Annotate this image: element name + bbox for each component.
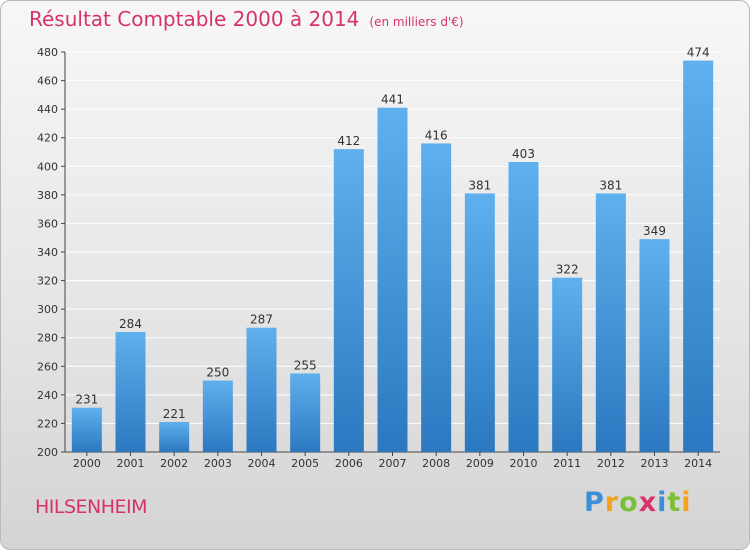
x-tick-label: 2010 <box>510 457 538 470</box>
logo-letter: x <box>638 487 658 518</box>
x-tick-label: 2012 <box>597 457 625 470</box>
bar <box>595 193 626 452</box>
x-tick-label: 2003 <box>204 457 232 470</box>
bar-value-label: 416 <box>425 128 448 142</box>
x-tick-labels: 2000 2001 2002 2003 2004 2005 2006 2007 2008 2009… <box>73 452 712 470</box>
y-tick-label: 260 <box>37 360 58 373</box>
bar <box>552 277 583 452</box>
x-tick-label: 2000 <box>73 457 101 470</box>
y-tick-label: 380 <box>37 189 58 202</box>
bar-value-label: 403 <box>512 147 535 161</box>
x-tick-label: 2006 <box>335 457 363 470</box>
x-tick-label: 2013 <box>641 457 669 470</box>
y-tick-label: 280 <box>37 332 58 345</box>
bar-value-label: 231 <box>75 393 98 407</box>
x-tick-label: 2009 <box>466 457 494 470</box>
y-tick-label: 400 <box>37 160 58 173</box>
y-tick-label: 340 <box>37 246 58 259</box>
y-tick-label: 360 <box>37 217 58 230</box>
bar <box>115 332 146 452</box>
bar-value-label: 287 <box>250 313 273 327</box>
bar <box>290 373 321 452</box>
bar-value-label: 284 <box>119 317 142 331</box>
bar-value-label: 441 <box>381 93 404 107</box>
logo-letter: P <box>584 487 605 518</box>
logo-letter: o <box>619 487 639 518</box>
logo-letter: r <box>604 487 620 518</box>
logo-letter: t <box>667 487 682 518</box>
bar-value-label: 255 <box>294 358 317 372</box>
bar <box>639 239 670 452</box>
x-tick-label: 2007 <box>379 457 407 470</box>
bar <box>333 149 364 452</box>
bar-value-label: 381 <box>468 178 491 192</box>
bar <box>246 327 277 452</box>
proxiti-logo: Proxiti <box>584 487 692 518</box>
x-tick-label: 2008 <box>422 457 450 470</box>
x-tick-label: 2004 <box>248 457 276 470</box>
bar <box>464 193 495 452</box>
bar-value-label: 349 <box>643 224 666 238</box>
y-tick-labels: 200 220 240 260 280 300 320 340 360 380 400 420 440 4… <box>37 46 58 459</box>
y-tick-label: 320 <box>37 275 58 288</box>
y-tick-label: 200 <box>37 446 58 459</box>
bars <box>71 60 714 452</box>
bar-value-label: 474 <box>687 46 710 60</box>
x-tick-label: 2005 <box>291 457 319 470</box>
logo-letter: i <box>681 487 692 518</box>
y-tick-label: 480 <box>37 46 58 59</box>
bar <box>202 380 233 452</box>
y-tick-label: 420 <box>37 132 58 145</box>
x-tick-label: 2014 <box>684 457 712 470</box>
x-tick-label: 2011 <box>553 457 581 470</box>
y-tick-label: 240 <box>37 389 58 402</box>
chart-title: Résultat Comptable 2000 à 2014 (en millie… <box>29 7 464 31</box>
bar <box>508 162 539 452</box>
x-tick-label: 2002 <box>160 457 188 470</box>
logo-letter: i <box>657 487 668 518</box>
bar-value-label: 250 <box>206 366 229 380</box>
bar-value-label: 381 <box>599 178 622 192</box>
commune-name: HILSENHEIM <box>35 496 148 518</box>
bar <box>71 407 102 452</box>
bar <box>683 60 714 452</box>
bar <box>159 422 190 452</box>
value-labels: 231 284 221 250 287 255 412 441 416 381 403 322 381 3… <box>75 46 709 421</box>
title-main: Résultat Comptable 2000 à 2014 <box>29 7 360 31</box>
bar <box>377 107 408 452</box>
y-tick-label: 460 <box>37 75 58 88</box>
x-tick-label: 2001 <box>117 457 145 470</box>
bar-value-label: 412 <box>337 134 360 148</box>
title-unit: (en milliers d'€) <box>369 15 464 29</box>
bar <box>421 143 452 452</box>
bar-value-label: 221 <box>163 407 186 421</box>
y-tick-label: 440 <box>37 103 58 116</box>
y-tick-label: 300 <box>37 303 58 316</box>
bar-value-label: 322 <box>556 263 579 277</box>
y-tick-label: 220 <box>37 417 58 430</box>
